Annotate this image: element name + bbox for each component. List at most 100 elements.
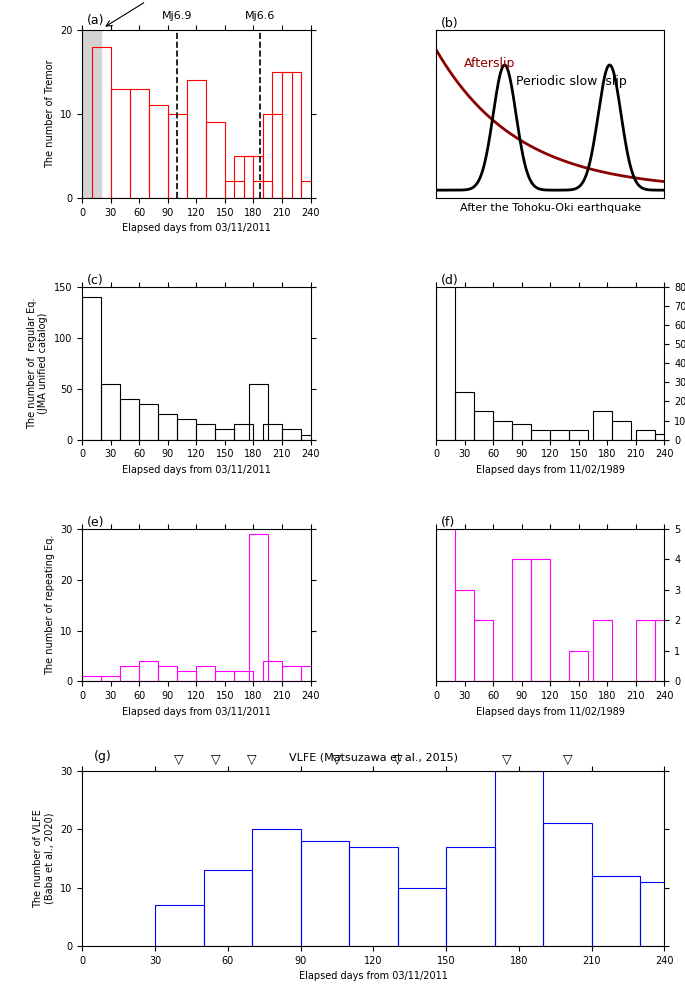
Bar <box>282 666 301 681</box>
Bar <box>225 181 244 198</box>
X-axis label: Elapsed days from 03/11/2011: Elapsed days from 03/11/2011 <box>122 223 271 233</box>
Bar <box>187 81 206 198</box>
Bar <box>282 72 301 198</box>
Text: (d): (d) <box>440 274 458 287</box>
Bar <box>474 411 493 439</box>
Bar <box>532 430 550 439</box>
Bar <box>121 666 139 681</box>
Bar <box>244 155 263 198</box>
Bar <box>197 424 215 439</box>
Text: ▽: ▽ <box>175 753 184 766</box>
Bar <box>111 89 129 198</box>
Bar <box>206 123 225 198</box>
Bar <box>495 771 543 946</box>
Bar <box>397 887 446 946</box>
Bar <box>436 153 455 439</box>
Bar <box>82 676 101 681</box>
Y-axis label: The number of Tremor: The number of Tremor <box>45 60 55 168</box>
X-axis label: Elapsed days from 03/11/2011: Elapsed days from 03/11/2011 <box>122 707 271 717</box>
Text: VLFE (Matsuzawa et al., 2015): VLFE (Matsuzawa et al., 2015) <box>289 752 458 762</box>
Text: ▽: ▽ <box>562 753 572 766</box>
Bar <box>215 429 234 439</box>
Text: (c): (c) <box>87 274 103 287</box>
Bar <box>593 621 612 681</box>
Bar <box>512 560 532 681</box>
Text: (f): (f) <box>440 516 455 529</box>
Bar <box>493 420 512 439</box>
Bar <box>155 905 203 946</box>
Text: Mj6.9: Mj6.9 <box>162 12 192 22</box>
Bar <box>234 424 253 439</box>
Bar <box>249 534 268 681</box>
Text: ▽: ▽ <box>211 753 221 766</box>
Bar <box>234 671 253 681</box>
Text: ▽: ▽ <box>393 753 402 766</box>
Text: ▽: ▽ <box>502 753 512 766</box>
Bar <box>636 621 655 681</box>
X-axis label: Elapsed days from 11/02/1989: Elapsed days from 11/02/1989 <box>476 465 625 475</box>
Bar <box>82 30 101 198</box>
Text: (a): (a) <box>87 14 104 27</box>
Bar <box>149 106 168 198</box>
Bar <box>301 181 320 198</box>
Text: Afterslip: Afterslip <box>464 57 515 70</box>
Bar <box>282 429 301 439</box>
Bar <box>121 399 139 439</box>
Bar <box>455 590 474 681</box>
Bar <box>263 114 282 198</box>
Bar <box>263 424 282 439</box>
Bar <box>273 72 292 198</box>
Bar <box>592 876 640 946</box>
Bar <box>197 666 215 681</box>
Bar <box>436 529 455 681</box>
Text: ▽: ▽ <box>332 753 342 766</box>
Text: Mj6.6: Mj6.6 <box>245 12 275 22</box>
Bar <box>215 671 234 681</box>
Bar <box>139 661 158 681</box>
Bar <box>249 383 268 439</box>
Bar <box>455 391 474 439</box>
Bar <box>655 434 674 439</box>
Bar <box>177 671 197 681</box>
X-axis label: Elapsed days from 11/02/1989: Elapsed days from 11/02/1989 <box>476 707 625 717</box>
Bar <box>158 666 177 681</box>
Text: (b): (b) <box>440 17 458 30</box>
Bar <box>512 424 532 439</box>
Bar <box>203 871 252 946</box>
Bar <box>101 383 121 439</box>
Text: (e): (e) <box>87 516 104 529</box>
Bar <box>550 430 569 439</box>
Bar <box>636 430 655 439</box>
Bar <box>263 661 282 681</box>
Bar <box>252 830 301 946</box>
Bar <box>301 841 349 946</box>
Bar <box>253 181 273 198</box>
Y-axis label: The number of repeating Eq.: The number of repeating Eq. <box>45 535 55 675</box>
Bar <box>301 434 320 439</box>
Bar <box>301 666 320 681</box>
Bar <box>569 651 588 681</box>
Bar <box>139 404 158 439</box>
Bar <box>543 824 592 946</box>
Bar <box>640 881 685 946</box>
Bar <box>129 89 149 198</box>
Bar <box>234 155 253 198</box>
Bar <box>158 414 177 439</box>
X-axis label: Elapsed days from 03/11/2011: Elapsed days from 03/11/2011 <box>122 465 271 475</box>
Bar <box>593 411 612 439</box>
X-axis label: After the Tohoku-Oki earthquake: After the Tohoku-Oki earthquake <box>460 203 641 213</box>
Y-axis label: The number of  regular Eq.
(JMA unified catalog): The number of regular Eq. (JMA unified c… <box>27 298 49 429</box>
Text: (g): (g) <box>94 750 112 763</box>
Bar <box>532 560 550 681</box>
Bar <box>612 420 631 439</box>
Y-axis label: The number of VLFE
(Baba et al., 2020): The number of VLFE (Baba et al., 2020) <box>33 809 55 908</box>
Text: ▽: ▽ <box>247 753 257 766</box>
Text: Periodic slow  slip: Periodic slow slip <box>516 76 627 89</box>
Bar <box>101 676 121 681</box>
Bar <box>569 430 588 439</box>
X-axis label: Elapsed days from 03/11/2011: Elapsed days from 03/11/2011 <box>299 971 448 981</box>
Bar <box>446 847 495 946</box>
Bar <box>177 419 197 439</box>
Bar <box>655 621 674 681</box>
Bar <box>168 114 187 198</box>
